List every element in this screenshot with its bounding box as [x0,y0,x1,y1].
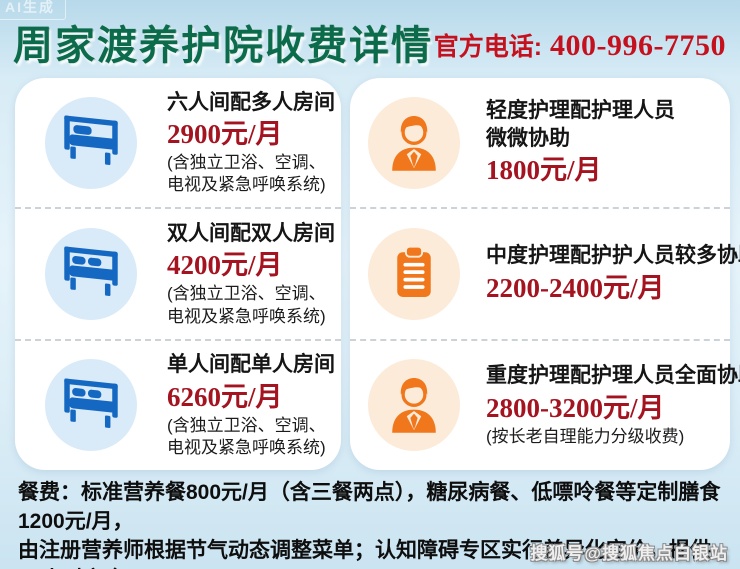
room-title: 单人间配单人房间 [167,353,335,377]
care-note: (按长老自理能力分级收费) [486,426,685,446]
bed-icon [45,96,137,189]
room-price: 2900元/月 [167,118,283,149]
room-price: 6260元/月 [167,381,283,412]
care-row-text: 中度护理配护护人员较多协助 2200-2400元/月 [486,242,740,305]
bed-icon [45,227,137,320]
bed-icon [45,359,137,452]
care-row-text: 轻度护理配护理人员 微微协助 1800元/月 [486,97,675,189]
room-note: (含独立卫浴、空调、 电视及紧急呼唤系统) [167,415,326,458]
sohu-watermark: 搜狐号@搜狐焦点白银站 [530,544,728,563]
care-row-medium: 中度护理配护护人员较多协助 2200-2400元/月 [350,207,740,338]
official-phone: 官方电话: 400-996-7750 [434,27,726,63]
room-note: (含独立卫浴、空调、 电视及紧急呼唤系统) [167,284,326,326]
room-row-text: 单人间配单人房间 6260元/月 (含独立卫浴、空调、 电视及紧急呼唤系统) [167,351,335,459]
phone-label: 官方电话: [433,33,543,61]
room-row-text: 六人间配多人房间 2900元/月 (含独立卫浴、空调、 电视及紧急呼唤系统) [167,89,335,197]
care-price: 2800-3200元/月 [486,392,665,423]
room-row-double: 双人间配双人房间 4200元/月 (含独立卫浴、空调、 电视及紧急呼唤系统) [15,207,341,338]
care-row-heavy: 重度护理配护理人员全面协助 2800-3200元/月 (按长老自理能力分级收费) [350,338,740,470]
room-pricing-card: 六人间配多人房间 2900元/月 (含独立卫浴、空调、 电视及紧急呼唤系统) [15,78,341,470]
room-title: 六人间配多人房间 [167,90,335,114]
clipboard-icon [368,227,460,320]
page-title: 周家渡养护院收费详情 [13,23,433,68]
care-pricing-card: 轻度护理配护理人员 微微协助 1800元/月 中度护理配护护人员较多协助 220… [350,78,740,470]
room-note: (含独立卫浴、空调、 电视及紧急呼唤系统) [167,152,326,195]
meal-fee-note: 餐费：标准营养餐800元/月（含三餐两点），糖尿病餐、低嘌呤餐等定制膳食1200… [18,481,721,569]
room-row-text: 双人间配双人房间 4200元/月 (含独立卫浴、空调、 电视及紧急呼唤系统) [167,220,335,328]
caregiver-icon [368,359,460,452]
phone-number: 400-996-7750 [550,29,726,62]
care-row-light: 轻度护理配护理人员 微微协助 1800元/月 [350,78,730,207]
care-row-text: 重度护理配护理人员全面协助 2800-3200元/月 (按长老自理能力分级收费) [486,362,740,448]
care-title: 重度护理配护理人员全面协助 [486,364,740,388]
ai-generated-watermark: AI生成 [0,0,66,20]
room-row-six-person: 六人间配多人房间 2900元/月 (含独立卫浴、空调、 电视及紧急呼唤系统) [15,78,341,207]
care-title: 中度护理配护护人员较多协助 [486,244,740,268]
care-title: 轻度护理配护理人员 微微协助 [486,98,675,151]
care-price: 1800元/月 [486,155,602,186]
room-title: 双人间配双人房间 [167,221,335,245]
room-row-single: 单人间配单人房间 6260元/月 (含独立卫浴、空调、 电视及紧急呼唤系统) [15,338,341,470]
caregiver-icon [368,96,460,189]
room-price: 4200元/月 [167,250,283,281]
care-price: 2200-2400元/月 [486,272,665,303]
